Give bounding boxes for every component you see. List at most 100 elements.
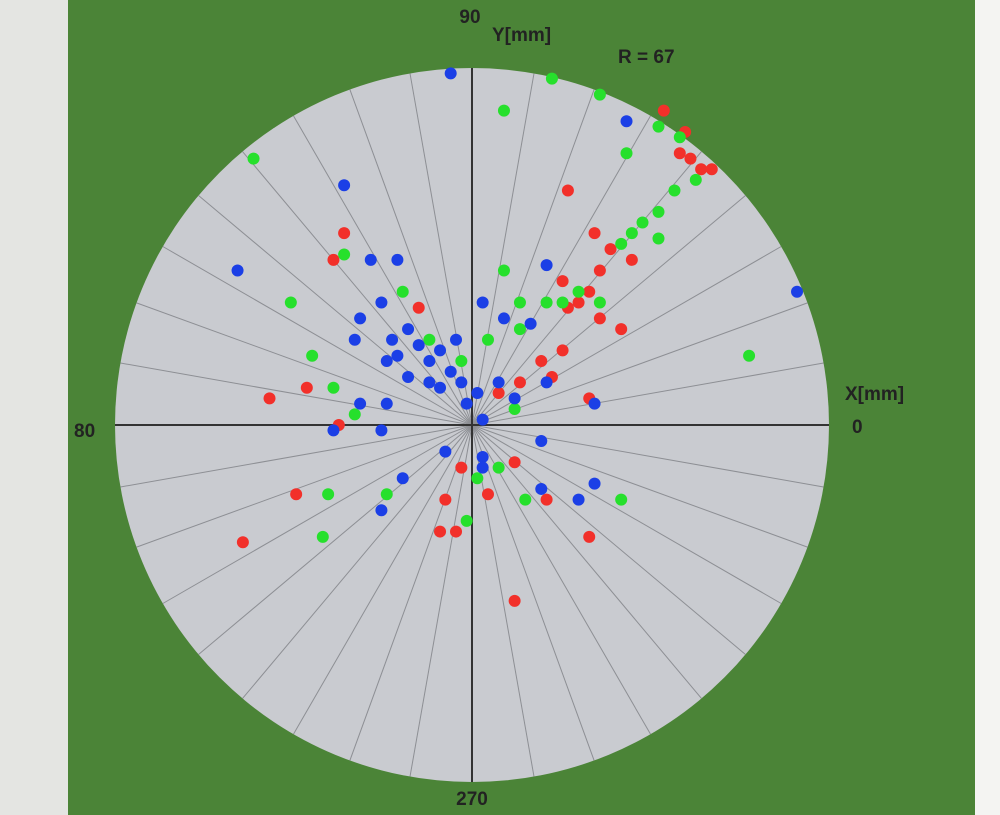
point <box>284 296 297 309</box>
radius-label: R = 67 <box>618 47 675 68</box>
point <box>354 312 367 325</box>
point <box>439 493 452 506</box>
point <box>535 434 548 447</box>
point <box>593 312 606 325</box>
point <box>593 296 606 309</box>
right-margin <box>975 0 1000 815</box>
spoke <box>162 424 473 604</box>
point <box>412 339 425 352</box>
angle-label: 270 <box>456 789 488 810</box>
spoke <box>471 424 782 604</box>
point <box>375 504 388 517</box>
spoke <box>471 424 702 699</box>
point <box>583 285 596 298</box>
point <box>535 482 548 495</box>
spoke <box>120 424 473 488</box>
point <box>375 424 388 437</box>
point <box>476 450 489 463</box>
point <box>338 227 351 240</box>
point <box>625 253 638 266</box>
point <box>657 104 670 117</box>
point <box>492 376 505 389</box>
point <box>396 472 409 485</box>
point <box>593 264 606 277</box>
point <box>604 243 617 256</box>
point <box>508 403 521 416</box>
point <box>743 349 756 362</box>
point <box>375 296 388 309</box>
point <box>380 488 393 501</box>
point <box>306 349 319 362</box>
spoke <box>136 302 473 426</box>
point <box>450 525 463 538</box>
point <box>513 376 526 389</box>
point <box>348 408 361 421</box>
point <box>652 120 665 133</box>
point <box>327 253 340 266</box>
point <box>572 493 585 506</box>
point <box>561 184 574 197</box>
point <box>689 173 702 186</box>
point <box>535 355 548 368</box>
spoke <box>471 89 595 426</box>
spoke <box>471 246 782 426</box>
point <box>380 355 393 368</box>
point <box>300 381 313 394</box>
spoke <box>471 302 808 426</box>
point <box>380 397 393 410</box>
point <box>444 67 457 80</box>
point <box>540 259 553 272</box>
points <box>231 67 804 607</box>
point <box>673 131 686 144</box>
point <box>460 397 473 410</box>
point <box>508 392 521 405</box>
point <box>513 323 526 336</box>
point <box>391 253 404 266</box>
point <box>231 264 244 277</box>
point <box>540 493 553 506</box>
point <box>476 296 489 309</box>
point <box>556 344 569 357</box>
point <box>615 493 628 506</box>
point <box>545 72 558 85</box>
point <box>556 275 569 288</box>
spoke <box>120 362 473 426</box>
point <box>513 296 526 309</box>
spoke <box>293 424 473 735</box>
spoke <box>471 362 824 426</box>
point <box>481 488 494 501</box>
point <box>588 477 601 490</box>
point <box>386 333 399 346</box>
point <box>572 285 585 298</box>
point <box>455 376 468 389</box>
point <box>593 88 606 101</box>
angle-label: 90 <box>459 7 480 28</box>
y-axis-label: Y[mm] <box>492 25 551 46</box>
angle-label: 80 <box>74 421 95 442</box>
point <box>450 333 463 346</box>
point <box>652 232 665 245</box>
point <box>423 355 436 368</box>
spoke <box>409 424 473 777</box>
point <box>524 317 537 330</box>
point <box>620 147 633 160</box>
spoke <box>471 73 535 426</box>
x-axis-label: X[mm] <box>845 384 904 405</box>
point <box>327 424 340 437</box>
point <box>423 376 436 389</box>
spoke <box>349 424 473 761</box>
point <box>439 445 452 458</box>
point <box>572 296 585 309</box>
point <box>455 355 468 368</box>
spoke <box>293 115 473 426</box>
point <box>290 488 303 501</box>
point <box>338 179 351 192</box>
point <box>316 530 329 543</box>
point <box>583 530 596 543</box>
spoke <box>471 424 651 735</box>
point <box>508 594 521 607</box>
point <box>497 264 510 277</box>
point <box>556 296 569 309</box>
point <box>540 376 553 389</box>
